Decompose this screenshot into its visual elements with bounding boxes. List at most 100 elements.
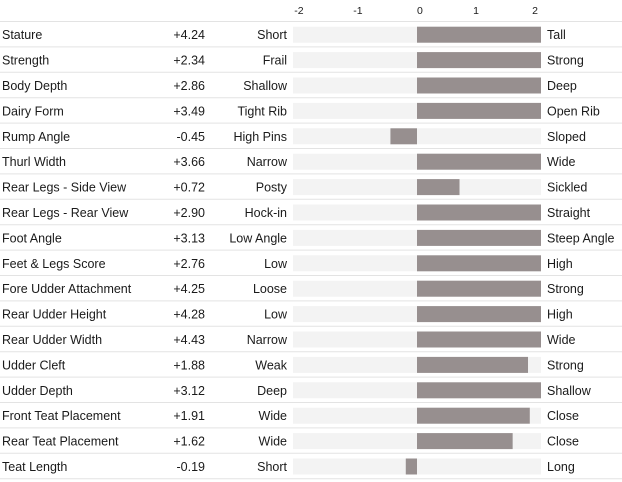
- trait-name: Teat Length: [2, 460, 67, 474]
- low-label: Weak: [255, 358, 287, 372]
- low-label: Wide: [259, 435, 288, 449]
- low-label: Low Angle: [229, 231, 287, 245]
- trait-bar: [417, 179, 460, 196]
- trait-row: Foot Angle +3.13 Low Angle Steep Angle: [0, 229, 622, 251]
- trait-value: +2.34: [173, 54, 205, 68]
- trait-row: Udder Depth +3.12 Deep Shallow: [0, 382, 622, 403]
- high-label: High: [547, 308, 573, 322]
- high-label: Strong: [547, 358, 584, 372]
- trait-value: +2.90: [173, 206, 205, 220]
- trait-row: Dairy Form +3.49 Tight Rib Open Rib: [0, 102, 622, 124]
- axis-tick-label: -1: [353, 5, 362, 17]
- high-label: Open Rib: [547, 104, 600, 118]
- trait-value: +1.88: [173, 358, 205, 372]
- trait-row: Body Depth +2.86 Shallow Deep: [0, 77, 622, 99]
- high-label: Close: [547, 435, 579, 449]
- high-label: Wide: [547, 333, 576, 347]
- trait-bar: [390, 128, 417, 145]
- trait-value: +3.49: [173, 104, 205, 118]
- low-label: Low: [264, 308, 288, 322]
- low-label: Deep: [257, 384, 287, 398]
- trait-name: Dairy Form: [2, 104, 64, 118]
- trait-value: +3.13: [173, 231, 205, 245]
- trait-row: Rear Udder Height +4.28 Low High: [0, 306, 622, 327]
- trait-name: Udder Depth: [2, 384, 73, 398]
- trait-name: Rear Legs - Side View: [2, 181, 127, 195]
- trait-name: Fore Udder Attachment: [2, 282, 132, 296]
- trait-name: Rear Udder Height: [2, 308, 107, 322]
- low-label: Loose: [253, 282, 287, 296]
- trait-bar: [417, 382, 541, 399]
- low-label: Low: [264, 257, 288, 271]
- trait-bar: [417, 204, 541, 221]
- low-label: Short: [257, 28, 287, 42]
- high-label: Long: [547, 460, 575, 474]
- trait-bar: [417, 52, 541, 69]
- trait-row: Strength +2.34 Frail Strong: [0, 52, 622, 73]
- high-label: Wide: [547, 155, 576, 169]
- high-label: Steep Angle: [547, 231, 614, 245]
- trait-row: Stature +4.24 Short Tall: [0, 26, 622, 48]
- trait-bar: [417, 331, 541, 348]
- trait-value: +2.76: [173, 257, 205, 271]
- low-label: High Pins: [234, 130, 288, 144]
- high-label: Tall: [547, 28, 566, 42]
- low-label: Posty: [256, 181, 288, 195]
- trait-name: Foot Angle: [2, 231, 62, 245]
- trait-bar: [417, 102, 541, 119]
- trait-name: Rear Teat Placement: [2, 435, 119, 449]
- trait-bar: [417, 433, 513, 450]
- trait-name: Body Depth: [2, 79, 67, 93]
- trait-row: Rear Udder Width +4.43 Narrow Wide: [0, 331, 622, 353]
- axis: -2 -1 0 1 2: [294, 5, 538, 17]
- trait-row: Thurl Width +3.66 Narrow Wide: [0, 153, 622, 175]
- trait-name: Thurl Width: [2, 155, 66, 169]
- low-label: Short: [257, 460, 287, 474]
- high-label: Strong: [547, 282, 584, 296]
- low-label: Frail: [263, 54, 287, 68]
- trait-bar: [417, 356, 529, 373]
- trait-value: -0.45: [177, 130, 206, 144]
- axis-tick-label: 0: [417, 5, 423, 17]
- low-label: Narrow: [247, 333, 288, 347]
- trait-bar: [417, 306, 541, 323]
- trait-row: Feet & Legs Score +2.76 Low High: [0, 255, 622, 276]
- trait-row: Fore Udder Attachment +4.25 Loose Strong: [0, 280, 622, 302]
- trait-name: Rump Angle: [2, 130, 70, 144]
- trait-value: +3.66: [173, 155, 205, 169]
- trait-value: +2.86: [173, 79, 205, 93]
- high-label: High: [547, 257, 573, 271]
- trait-value: +0.72: [173, 181, 205, 195]
- axis-tick-label: 1: [473, 5, 479, 17]
- trait-bar: [417, 255, 541, 272]
- high-label: Sickled: [547, 181, 587, 195]
- trait-value: +1.91: [173, 409, 205, 423]
- high-label: Shallow: [547, 384, 592, 398]
- trait-bar: [405, 458, 417, 475]
- trait-row: Rear Teat Placement +1.62 Wide Close: [0, 433, 622, 454]
- trait-value: +4.25: [173, 282, 205, 296]
- trait-bar: [417, 280, 541, 297]
- trait-name: Udder Cleft: [2, 358, 66, 372]
- high-label: Deep: [547, 79, 577, 93]
- trait-name: Stature: [2, 28, 42, 42]
- trait-row: Front Teat Placement +1.91 Wide Close: [0, 407, 622, 429]
- trait-name: Rear Legs - Rear View: [2, 206, 129, 220]
- trait-row: Udder Cleft +1.88 Weak Strong: [0, 356, 622, 378]
- axis-tick-label: -2: [294, 5, 303, 17]
- trait-row: Rear Legs - Rear View +2.90 Hock-in Straigh…: [0, 204, 622, 226]
- trait-bar: [417, 407, 530, 424]
- high-label: Strong: [547, 54, 584, 68]
- high-label: Straight: [547, 206, 591, 220]
- low-label: Hock-in: [245, 206, 287, 220]
- trait-value: +1.62: [173, 435, 205, 449]
- trait-value: +4.28: [173, 308, 205, 322]
- trait-value: +4.24: [173, 28, 205, 42]
- trait-row: Teat Length -0.19 Short Long: [0, 458, 622, 480]
- trait-value: +4.43: [173, 333, 205, 347]
- trait-name: Rear Udder Width: [2, 333, 102, 347]
- low-label: Shallow: [243, 79, 288, 93]
- trait-name: Feet & Legs Score: [2, 257, 106, 271]
